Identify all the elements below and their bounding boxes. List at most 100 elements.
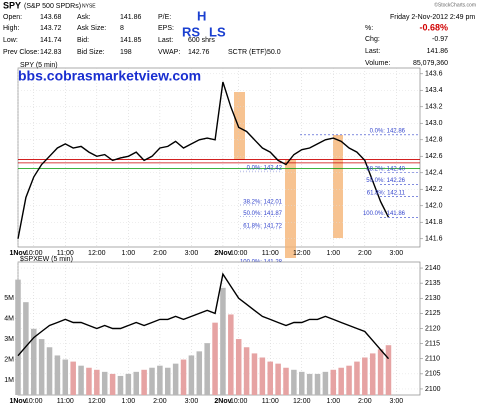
- sctr-value: 50.0: [267, 49, 281, 56]
- highlight-band: [234, 92, 245, 160]
- field-label: Ask:: [77, 14, 91, 21]
- y-tick-label: 142.6: [425, 153, 443, 160]
- volume-bar: [322, 371, 329, 395]
- y-tick-label: 143.4: [425, 87, 443, 94]
- pattern-label: H: [197, 8, 206, 23]
- field-value: 141.85: [120, 37, 142, 44]
- volume-bar: [385, 345, 392, 395]
- exchange: NYSE: [82, 3, 96, 9]
- field-value: 141.74: [40, 37, 62, 44]
- volume-bar: [125, 373, 132, 395]
- volume-bar: [299, 371, 305, 395]
- x-tick-label: 2:00: [153, 398, 167, 405]
- field-value: 85,079,360: [413, 60, 448, 67]
- x-tick-label: 2:00: [358, 250, 372, 257]
- volume-bar: [38, 339, 45, 395]
- x-tick-label: 11:00: [262, 250, 279, 257]
- y2-tick-label: 4M: [4, 315, 14, 322]
- highlight-band: [285, 160, 296, 258]
- y-tick-label: 142.8: [425, 137, 443, 144]
- volume-bar: [228, 314, 234, 395]
- x-tick-label: 1:00: [122, 250, 136, 257]
- fib-label: 61.8%: 141.72: [243, 223, 282, 229]
- price-line: [17, 81, 390, 239]
- y-tick-label: 2120: [425, 325, 441, 332]
- y-tick-label: 142.0: [425, 203, 443, 210]
- volume-bar: [101, 371, 108, 395]
- x-tick-label: 12:00: [293, 398, 311, 405]
- field-label: P/E:: [158, 14, 171, 21]
- y-tick-label: 142.2: [425, 186, 443, 193]
- volume-bar: [117, 375, 124, 395]
- x-tick-label: 11:00: [57, 398, 74, 405]
- field-value: 143.68: [40, 14, 62, 21]
- volume-bar: [23, 302, 29, 395]
- volume-bar: [165, 367, 171, 395]
- y2-tick-label: 1M: [4, 377, 14, 384]
- panel-title: SPY (5 min): [20, 62, 58, 69]
- y-tick-label: 2105: [425, 371, 441, 378]
- highlight-bands: [234, 92, 343, 258]
- volume-bar: [86, 367, 92, 395]
- volume-bar: [54, 355, 61, 395]
- x-tick-label: 2Nov: [214, 250, 231, 257]
- field-label: Bid Size:: [77, 49, 105, 56]
- sctr-label: SCTR (ETF):: [228, 49, 269, 56]
- y-tick-label: 2140: [425, 265, 441, 272]
- field-label: Volume:: [365, 60, 390, 67]
- x-tick-label: 12:00: [293, 250, 311, 257]
- volume-bar: [188, 355, 195, 395]
- y2-tick-label: 3M: [4, 336, 14, 343]
- volume-bar: [377, 349, 384, 395]
- volume-bar: [78, 365, 84, 395]
- field-label: Bid:: [77, 37, 89, 44]
- y-tick-label: 142.4: [425, 170, 443, 177]
- fib-label: 0.0%: 142.86: [370, 128, 406, 134]
- volume-bar: [180, 359, 187, 395]
- field-label: Prev Close:: [3, 49, 39, 56]
- volume-bar: [172, 363, 179, 395]
- x-tick-label: 2:00: [358, 398, 372, 405]
- fib-label: 38.2%: 142.01: [243, 200, 282, 206]
- field-label: Ask Size:: [77, 25, 106, 32]
- x-tick-label: 1:00: [326, 250, 340, 257]
- x-tick-label: 1Nov: [9, 250, 26, 257]
- y-tick-label: 143.0: [425, 120, 443, 127]
- y-tick-label: 2110: [425, 356, 440, 363]
- volume-bar: [338, 367, 344, 395]
- y-tick-label: 2130: [425, 295, 441, 302]
- volume-bar: [354, 361, 360, 395]
- y-tick-label: 141.6: [425, 236, 443, 243]
- pattern-label: LS: [209, 24, 226, 39]
- fib-label: 38.2%: 142.40: [366, 166, 405, 172]
- field-label: High:: [3, 25, 19, 32]
- x-tick-label: 12:00: [88, 398, 106, 405]
- panel-title: $SPXEW (5 min): [20, 256, 73, 263]
- x-tick-label: 2:00: [153, 250, 167, 257]
- volume-bar: [94, 369, 100, 395]
- x-tick-label: 3:00: [390, 250, 404, 257]
- y-tick-label: 143.6: [425, 71, 443, 78]
- field-label: Low:: [3, 37, 18, 44]
- field-value: 198: [120, 49, 132, 56]
- volume-bar: [369, 353, 376, 395]
- fib-label: 61.8%: 142.11: [367, 190, 406, 196]
- field-value: 142.83: [40, 49, 62, 56]
- field-value: 600 shrs: [188, 37, 215, 44]
- y-tick-label: 141.8: [425, 219, 443, 226]
- fib-label: 0.0%: 142.42: [247, 166, 283, 172]
- x-tick-label: 3:00: [185, 398, 199, 405]
- field-label: %:: [365, 25, 373, 32]
- volume-bar: [133, 371, 139, 395]
- volume-bar: [62, 359, 69, 395]
- volume-bar: [275, 363, 281, 395]
- field-label: Open:: [3, 14, 22, 21]
- security-name: (S&P 500 SPDRs): [24, 3, 81, 10]
- field-value: -0.97: [432, 36, 448, 43]
- x-tick-label: 3:00: [390, 398, 404, 405]
- y-tick-label: 2115: [425, 340, 440, 347]
- y2-tick-label: 5M: [4, 295, 14, 302]
- volume-bar: [70, 361, 76, 395]
- symbol: SPY: [3, 0, 21, 10]
- volume-bar: [314, 373, 321, 395]
